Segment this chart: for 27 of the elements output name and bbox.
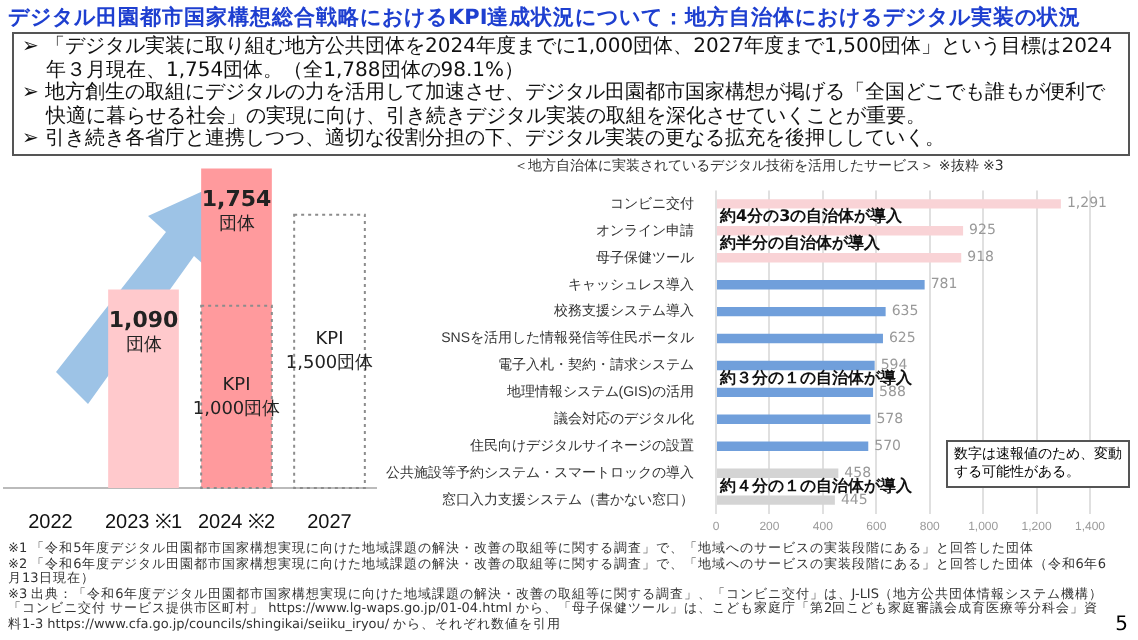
bar <box>717 387 874 398</box>
x-tick-label: 2022 <box>28 511 74 534</box>
text: 5 <box>1115 614 1128 636</box>
text: ➢ 「デジタル実装に取り組む地方公共団体を2024年度までに1,000団体、2027年度まで1,500団体」という目標は2024年３月現在、1,754団体。（全1,788団体の98.1%） <box>22 36 1115 81</box>
data-label: KPI 1,000団体 <box>192 375 281 420</box>
text: デジタル田園都市国家構想総合戦略におけるKPI達成状況について：地方自治体におけるデジタル実装の状況 <box>8 4 1082 32</box>
x-tick-label: 2023 ※1 <box>104 511 183 534</box>
bar <box>717 253 962 263</box>
annotation: 約３分の１の自治体が導入 <box>718 369 914 388</box>
bar <box>717 279 925 290</box>
bar <box>717 414 871 425</box>
data-label: 1,754 団体 <box>201 186 272 236</box>
x-tick-label: 2027 <box>307 511 353 534</box>
bar <box>717 441 869 451</box>
data-label: KPI 1,500団体 <box>285 330 374 375</box>
bar <box>717 333 883 344</box>
bar <box>717 199 1061 209</box>
x-tick-label: 2024 ※2 <box>197 511 276 534</box>
text: ➢ 地方創生の取組にデジタルの力を活用して加速させ、デジタル田園都市国家構想が掲げる「全国どこでも誰もが便利で快適に暮らせる社会」の実現に向け、引き続きデジタル実装の取組を深化させていくことが重要。 <box>22 82 1108 127</box>
annotation: 約4分の3の自治体が導入 <box>718 207 905 226</box>
bar <box>717 360 875 371</box>
data-label: 1,090 団体 <box>108 307 179 357</box>
bar <box>717 226 964 236</box>
bar <box>717 306 886 317</box>
text: ➢ 引き続き各省庁と連携しつつ、適切な役割分担の下、デジタル実装の更なる拡充を後押ししていく。 <box>22 128 948 151</box>
annotation: 約４分の１の自治体が導入 <box>718 476 914 495</box>
annotation: 約半分の自治体が導入 <box>718 234 882 253</box>
